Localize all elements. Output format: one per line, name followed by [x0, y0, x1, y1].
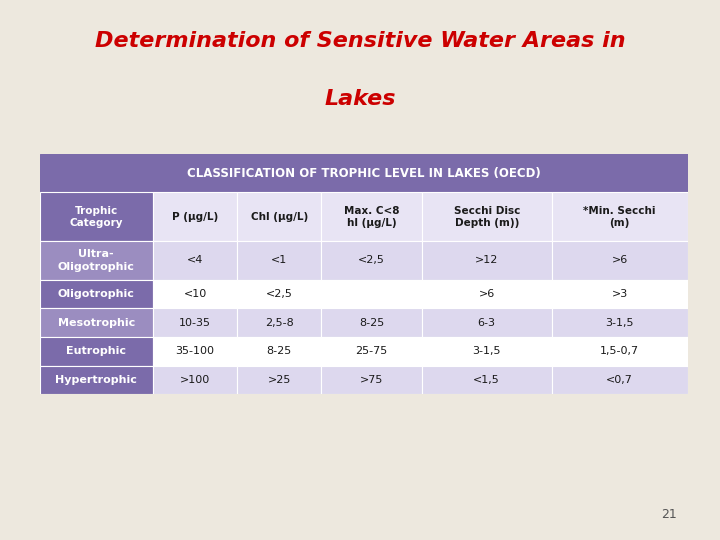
- Bar: [153, 241, 238, 280]
- Bar: [237, 366, 322, 394]
- Text: *Min. Secchi
(m): *Min. Secchi (m): [583, 206, 656, 228]
- Bar: [40, 366, 153, 394]
- Bar: [422, 192, 552, 241]
- Bar: [40, 241, 153, 280]
- Text: P (μg/L): P (μg/L): [172, 212, 218, 222]
- Bar: [153, 366, 238, 394]
- Text: Max. C<8
hl (μg/L): Max. C<8 hl (μg/L): [344, 206, 400, 228]
- Bar: [237, 280, 322, 308]
- Text: <0,7: <0,7: [606, 375, 633, 385]
- Bar: [153, 337, 238, 366]
- Bar: [552, 280, 688, 308]
- Bar: [422, 280, 552, 308]
- Text: 35-100: 35-100: [176, 346, 215, 356]
- Text: >12: >12: [475, 255, 498, 265]
- Text: <10: <10: [184, 289, 207, 299]
- Text: <1,5: <1,5: [473, 375, 500, 385]
- Bar: [153, 308, 238, 337]
- Bar: [322, 366, 422, 394]
- Bar: [552, 241, 688, 280]
- Text: <1: <1: [271, 255, 287, 265]
- Bar: [552, 366, 688, 394]
- Text: 2,5-8: 2,5-8: [265, 318, 294, 328]
- Bar: [422, 366, 552, 394]
- Text: <2,5: <2,5: [359, 255, 385, 265]
- Bar: [237, 241, 322, 280]
- Text: >25: >25: [268, 375, 291, 385]
- Bar: [552, 308, 688, 337]
- Bar: [40, 154, 688, 192]
- Text: >100: >100: [180, 375, 210, 385]
- Bar: [322, 241, 422, 280]
- Bar: [40, 280, 153, 308]
- Text: <4: <4: [187, 255, 203, 265]
- Text: 8-25: 8-25: [359, 318, 384, 328]
- Text: Hypertrophic: Hypertrophic: [55, 375, 138, 385]
- Text: 10-35: 10-35: [179, 318, 211, 328]
- Text: Trophic
Category: Trophic Category: [70, 206, 123, 228]
- Bar: [153, 192, 238, 241]
- Bar: [237, 337, 322, 366]
- Text: 3-1,5: 3-1,5: [606, 318, 634, 328]
- Bar: [40, 308, 153, 337]
- Bar: [422, 308, 552, 337]
- Text: <2,5: <2,5: [266, 289, 293, 299]
- Text: Chl (μg/L): Chl (μg/L): [251, 212, 308, 222]
- Text: Secchi Disc
Depth (m)): Secchi Disc Depth (m)): [454, 206, 520, 228]
- Text: >75: >75: [360, 375, 383, 385]
- Text: 6-3: 6-3: [478, 318, 495, 328]
- Bar: [552, 192, 688, 241]
- Text: Determination of Sensitive Water Areas in: Determination of Sensitive Water Areas i…: [95, 31, 625, 51]
- Text: Lakes: Lakes: [324, 89, 396, 109]
- Text: >3: >3: [611, 289, 628, 299]
- Bar: [552, 337, 688, 366]
- Text: >6: >6: [611, 255, 628, 265]
- Bar: [40, 192, 153, 241]
- Text: 25-75: 25-75: [356, 346, 388, 356]
- Bar: [322, 308, 422, 337]
- Text: 3-1,5: 3-1,5: [472, 346, 501, 356]
- Bar: [237, 192, 322, 241]
- Text: >6: >6: [479, 289, 495, 299]
- Text: 21: 21: [661, 508, 677, 521]
- Bar: [153, 280, 238, 308]
- Bar: [40, 337, 153, 366]
- Bar: [237, 308, 322, 337]
- Text: 8-25: 8-25: [266, 346, 292, 356]
- Text: 1,5-0,7: 1,5-0,7: [600, 346, 639, 356]
- Text: Mesotrophic: Mesotrophic: [58, 318, 135, 328]
- Bar: [322, 192, 422, 241]
- Text: Oligotrophic: Oligotrophic: [58, 289, 135, 299]
- Bar: [422, 337, 552, 366]
- Bar: [322, 337, 422, 366]
- Text: CLASSIFICATION OF TROPHIC LEVEL IN LAKES (OECD): CLASSIFICATION OF TROPHIC LEVEL IN LAKES…: [186, 167, 541, 180]
- Bar: [322, 280, 422, 308]
- Bar: [422, 241, 552, 280]
- Text: Ultra-
Oligotrophic: Ultra- Oligotrophic: [58, 249, 135, 272]
- Text: Eutrophic: Eutrophic: [66, 346, 126, 356]
